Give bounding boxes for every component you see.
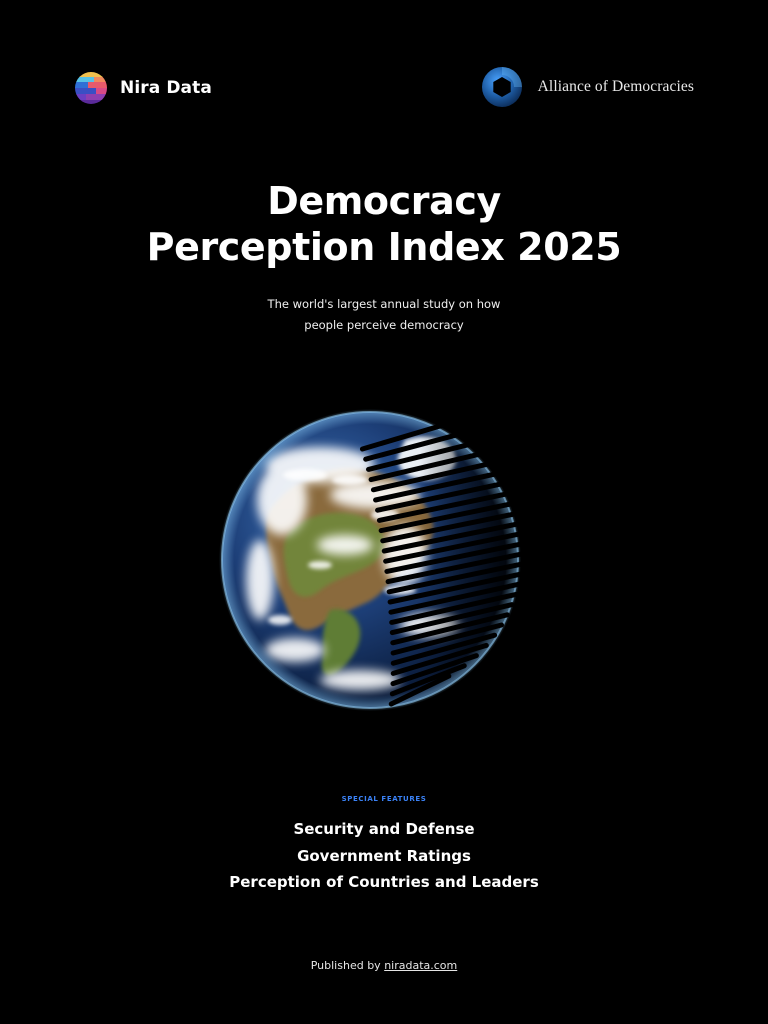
subtitle-line-2: people perceive democracy	[304, 318, 464, 332]
globe-stripe	[383, 530, 526, 564]
globe-stripe	[368, 449, 494, 483]
globe-stripe	[389, 663, 467, 697]
globe-stripe	[390, 653, 479, 687]
globe-stripe	[390, 612, 510, 646]
globe-stripe	[388, 581, 522, 615]
special-features-list: Security and Defense Government Ratings …	[0, 816, 768, 896]
globe-stripe	[386, 561, 526, 595]
globe-stripe	[375, 479, 513, 513]
nira-data-name: Nira Data	[120, 78, 212, 98]
report-subtitle: The world's largest annual study on how …	[0, 294, 768, 336]
report-title: Democracy Perception Index 2025	[0, 178, 768, 270]
subtitle-line-1: The world's largest annual study on how	[267, 297, 501, 311]
globe-stripe	[389, 591, 519, 625]
globe-stripe	[388, 673, 452, 707]
globe-stripe	[385, 551, 527, 585]
nira-data-logo-icon	[75, 72, 107, 104]
globe-stripe	[359, 418, 460, 452]
globe-stripe	[387, 571, 524, 605]
globe-stripe	[390, 632, 498, 666]
publisher-credit: Published by niradata.com	[0, 959, 768, 972]
publisher-prefix: Published by	[310, 959, 381, 972]
globe-stripe	[378, 500, 521, 534]
globe-stripe	[363, 428, 474, 462]
feature-item: Government Ratings	[297, 846, 471, 865]
feature-item: Perception of Countries and Leaders	[229, 873, 539, 891]
nira-data-brand[interactable]: Nira Data	[74, 71, 212, 105]
title-line-2: Perception Index 2025	[146, 225, 622, 269]
globe-stripe	[390, 622, 505, 656]
alliance-of-democracies-name: Alliance of Democracies	[537, 78, 694, 95]
earth-globe-illustration	[200, 380, 600, 740]
globe-stripe	[370, 459, 501, 493]
globe-stripe	[380, 510, 523, 544]
alliance-of-democracies-brand[interactable]: Alliance of Democracies	[481, 66, 694, 108]
publisher-link[interactable]: niradata.com	[384, 959, 458, 972]
special-features-label: SPECIAL FEATURES	[341, 795, 427, 803]
earth-globe-icon	[219, 409, 527, 711]
alliance-of-democracies-logo-icon	[481, 67, 522, 107]
globe-stripe	[384, 540, 527, 574]
globe-stripe	[373, 469, 507, 503]
title-line-1: Democracy	[267, 179, 501, 223]
globe-stripe	[389, 602, 515, 636]
globe-stripes	[359, 418, 527, 707]
feature-item: Security and Defense	[293, 820, 475, 838]
globe-stripe	[376, 489, 517, 523]
globe-stripe	[381, 520, 525, 554]
globe-stripe	[366, 438, 485, 472]
globe-stripe	[390, 642, 489, 676]
